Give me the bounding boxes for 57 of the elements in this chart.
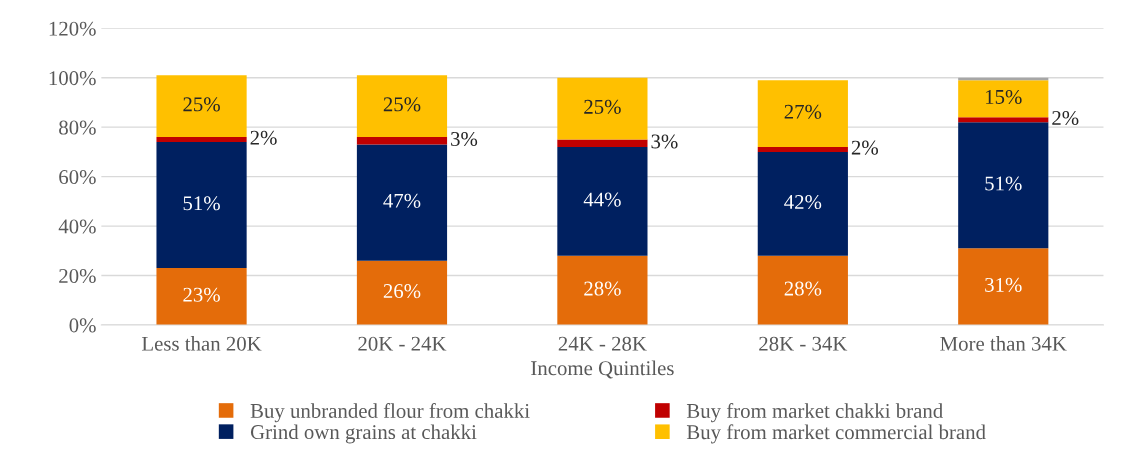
bar: [958, 80, 1049, 118]
x-tick-label: 24K - 28K: [558, 336, 647, 351]
data-label: 25%: [183, 97, 220, 112]
legend-label: Grind own grains at chakki: [250, 424, 477, 444]
y-tick-label: 120%: [49, 21, 96, 36]
legend-label: Buy unbranded flour from chakki: [250, 403, 530, 423]
y-tick-label: 100%: [49, 71, 96, 86]
data-label: 31%: [985, 277, 1022, 292]
x-tick-label: Less than 20K: [141, 336, 262, 351]
bar: [156, 142, 247, 269]
data-label: 2%: [250, 130, 277, 145]
data-label: 42%: [784, 194, 822, 210]
bar: [356, 75, 448, 138]
legend-label: Buy from market chakki brand: [686, 403, 943, 423]
data-label: 27%: [784, 104, 822, 119]
bar: [156, 137, 247, 143]
y-tick-label: 40%: [58, 219, 96, 234]
bar: [557, 255, 648, 325]
bar: [557, 77, 648, 140]
data-label: 25%: [383, 97, 421, 112]
bar: [356, 137, 448, 145]
bar: [757, 80, 848, 147]
data-label: 47%: [383, 193, 421, 208]
x-tick-label: 28K - 34K: [759, 336, 848, 351]
x-tick-label: More than 34K: [940, 336, 1067, 351]
data-label: 23%: [183, 287, 220, 302]
data-label: 44%: [583, 192, 621, 207]
y-tick-label: 80%: [59, 120, 96, 135]
data-label: 51%: [183, 196, 220, 211]
bar: [958, 248, 1049, 325]
y-tick-label: 0%: [69, 318, 96, 333]
bar: [156, 268, 247, 325]
bar: [356, 144, 448, 261]
data-label: 28%: [784, 281, 822, 296]
data-label: 3%: [651, 134, 678, 149]
data-label: 15%: [986, 89, 1022, 105]
data-label: 25%: [584, 99, 621, 114]
data-label: 51%: [985, 176, 1022, 191]
bar: [557, 139, 648, 147]
y-tick-label: 60%: [59, 170, 96, 185]
x-axis-title: Income Quintiles: [531, 360, 674, 379]
x-tick-label: 20K - 24K: [358, 336, 447, 351]
bar: [757, 255, 848, 325]
bar: [958, 117, 1049, 123]
bar: [156, 75, 247, 138]
y-tick-label: 20%: [59, 268, 96, 284]
data-label: 2%: [851, 140, 878, 155]
data-label: 28%: [584, 281, 621, 296]
data-label: 26%: [383, 284, 421, 299]
bar: [757, 146, 848, 152]
bar: [757, 151, 848, 256]
bar: [557, 146, 648, 256]
data-label: 3%: [451, 131, 478, 147]
data-label: 2%: [1052, 110, 1079, 126]
bar: [958, 122, 1049, 249]
bar: [356, 260, 448, 325]
legend-label: Buy from market commercial brand: [686, 424, 986, 444]
